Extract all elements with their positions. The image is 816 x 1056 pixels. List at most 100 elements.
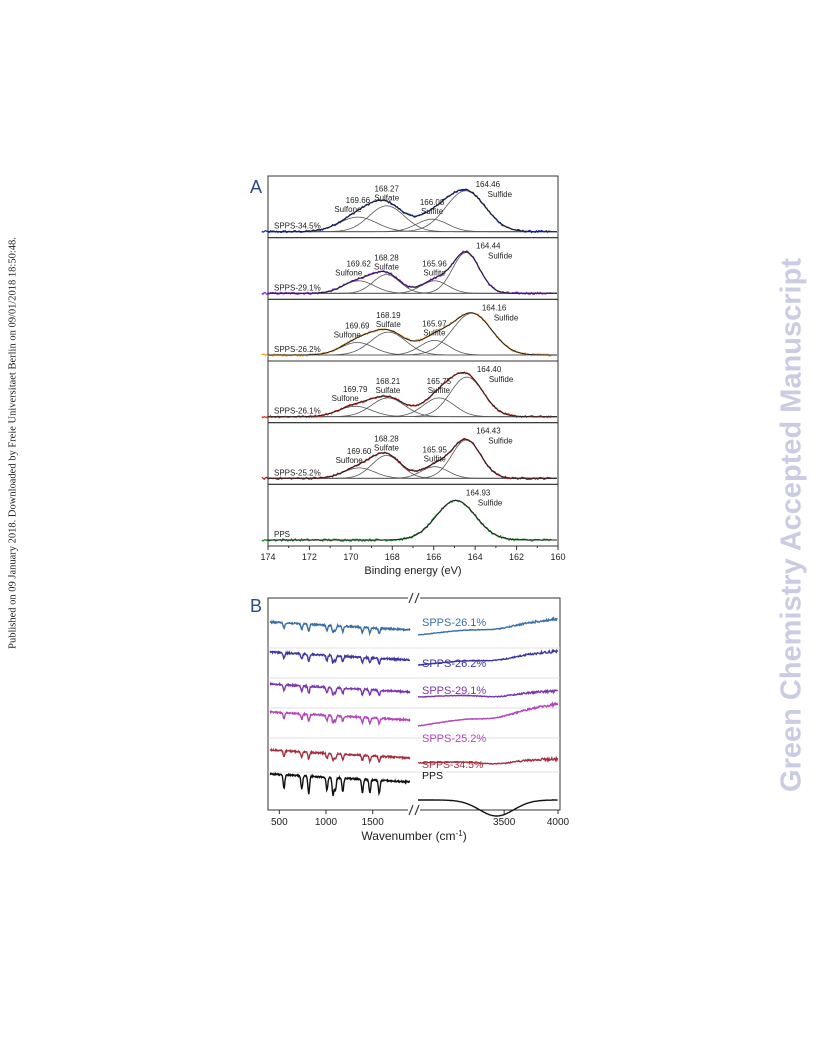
ftir-spectrum-low [269,619,411,637]
peak-type-label: Sulfite [428,386,451,395]
ftir-spectrum-low [269,649,410,665]
peak-energy-label: 165.95 [423,446,448,455]
peak-type-label: Sulfide [478,498,503,507]
sample-label: SPPS-25.2% [274,468,321,477]
ftir-spectrum-low [269,747,411,765]
peak-energy-label: 169.69 [345,321,370,330]
x-axis-title-sup: -1 [456,829,464,838]
ftir-panel: B SPPS-26.1% SPPS-26.2% SPPS-29.1% SPPS-25.2… [250,592,570,843]
x-tick-label: 162 [509,552,524,562]
peak-type-label: Sulfite [421,207,444,216]
peak-energy-label: 165.97 [422,319,447,328]
peak-energy-label: 169.62 [346,260,371,269]
peak-energy-label: 164.40 [477,365,502,374]
ftir-frame [267,597,561,811]
ftir-spectrum-high [417,755,559,765]
ftir-spectrum-high [417,648,559,666]
series-label: SPPS-25.2% [422,733,486,745]
ftir-spectrum-low [269,710,411,727]
fit-envelope [268,499,557,541]
x-tick-label: 160 [550,552,565,562]
peak-type-label: Sulfite [423,269,446,278]
peak-type-label: Sulfate [374,262,399,271]
x-axis-title: Binding energy (eV) [364,565,461,577]
fit-envelope [268,312,557,356]
ftir-spectrum-high [418,799,558,817]
peak-energy-label: 169.60 [347,447,372,456]
axis-break-mark [414,592,420,604]
peak-type-label: Sulfone [335,269,363,278]
peak-type-label: Sulfate [374,194,399,203]
x-axis-title: Wavenumber (cm-1) [361,829,466,844]
peak-type-label: Sulfite [424,455,447,464]
peak-energy-label: 168.28 [374,253,399,262]
peak-type-label: Sulfone [334,205,362,214]
peak-type-label: Sulfide [488,437,513,446]
peak-energy-label: 168.27 [374,185,399,194]
peak-energy-label: 165.75 [427,377,452,386]
x-tick-label: 168 [385,552,400,562]
break-gap [408,804,420,816]
peak-type-label: Sulfate [375,386,400,395]
peak-type-label: Sulfite [423,328,446,337]
peak-energy-label: 164.16 [482,303,507,312]
break-gap [408,592,420,604]
x-axis-title-main: Wavenumber (cm [361,829,455,843]
axis-break-mark [414,804,420,816]
series-label: SPPS-26.2% [422,658,486,670]
peak-energy-label: 168.28 [374,434,399,443]
peak-energy-label: 164.93 [466,488,491,497]
x-tick-label: 500 [271,817,288,828]
component-peak [268,500,557,541]
x-tick-label: 164 [468,552,483,562]
axis-break-mark [408,592,414,604]
panel-label-a: A [250,177,262,197]
axis-break-mark [408,804,414,816]
sample-label: PPS [274,530,290,539]
sample-label: SPPS-34.5% [274,222,321,231]
peak-type-label: Sulfide [494,313,519,322]
ftir-spectrum-high [417,688,559,698]
peak-type-label: Sulfone [336,456,364,465]
peak-type-label: Sulfone [332,394,360,403]
fit-envelope [268,438,557,479]
peak-type-label: Sulfone [334,330,362,339]
peak-energy-label: 168.21 [376,377,401,386]
fit-envelope [268,371,557,418]
x-tick-label: 174 [260,552,275,562]
peak-type-label: Sulfide [488,190,513,199]
ftir-spectrum-low [269,772,411,797]
peak-energy-label: 166.08 [420,198,445,207]
ftir-spectrum-low [269,681,411,697]
peak-type-label: Sulfate [374,443,399,452]
peak-energy-label: 168.19 [376,311,401,320]
series-label: PPS [422,770,443,782]
peak-energy-label: 164.44 [476,242,501,251]
x-tick-label: 170 [343,552,358,562]
peak-type-label: Sulfide [488,252,513,261]
x-tick-label: 1000 [315,817,338,828]
x-axis-title-end: ) [463,829,467,843]
x-tick-label: 1500 [362,817,385,828]
ftir-spectrum-high [417,616,558,636]
x-tick-label: 172 [302,552,317,562]
panel-label-b: B [250,596,262,616]
peak-energy-label: 165.96 [422,260,447,269]
peak-energy-label: 169.66 [346,196,371,205]
series-label: SPPS-29.1% [422,685,486,697]
fit-envelope [268,251,557,294]
x-tick-label: 4000 [547,817,570,828]
ftir-spectrum-high [417,700,559,727]
series-label: SPPS-26.1% [422,617,486,629]
peak-type-label: Sulfide [489,375,514,384]
sample-label: SPPS-29.1% [274,283,321,292]
peak-type-label: Sulfate [376,320,401,329]
